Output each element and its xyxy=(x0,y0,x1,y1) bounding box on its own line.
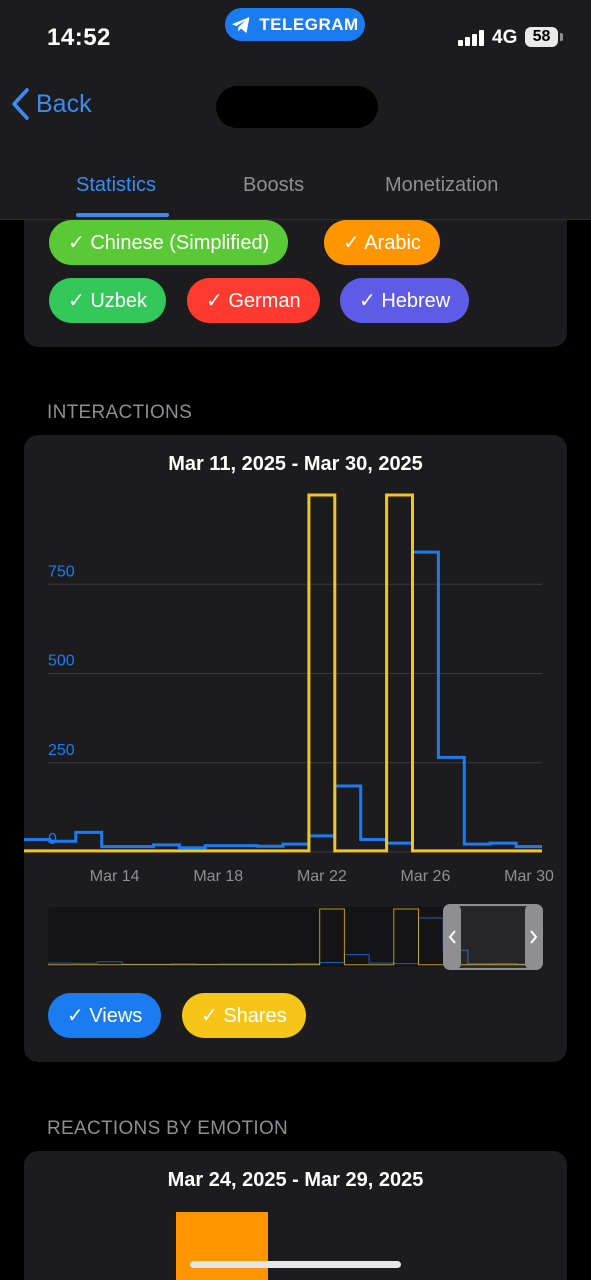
navigation-header: 14:52 TELEGRAM 4G 58 Back Statistics Boo… xyxy=(0,0,591,220)
reaction-bar xyxy=(176,1212,268,1280)
navigator-right-handle[interactable] xyxy=(525,905,542,969)
app-name: TELEGRAM xyxy=(259,14,359,34)
language-chip-german[interactable]: ✓ German xyxy=(187,278,320,323)
series-line-shares xyxy=(24,493,542,853)
home-indicator xyxy=(190,1261,401,1268)
status-bar: 14:52 TELEGRAM 4G 58 xyxy=(0,0,591,70)
signal-icon xyxy=(458,30,484,46)
battery-level: 58 xyxy=(532,28,551,45)
language-chip-hebrew[interactable]: ✓ Hebrew xyxy=(340,278,470,323)
chevron-right-icon xyxy=(530,930,538,944)
interactions-card: Mar 11, 2025 - Mar 30, 2025 0 250 500 750 Ma… xyxy=(24,435,567,1062)
back-label: Back xyxy=(36,89,92,118)
language-chip-chinese[interactable]: ✓ Chinese (Simplified) xyxy=(49,220,289,265)
interactions-chart[interactable]: 0 250 500 750 Mar 14 Mar 18 Mar 22 Mar 26 Mar 30 xyxy=(24,435,567,1062)
return-to-app-pill[interactable]: TELEGRAM xyxy=(225,8,365,41)
x-tick-label: Mar 14 xyxy=(90,868,140,885)
x-tick-label: Mar 18 xyxy=(193,868,243,885)
x-tick-label: Mar 22 xyxy=(297,868,347,885)
languages-card: ✓ Chinese (Simplified) ✓ Arabic ✓ Uzbek … xyxy=(24,196,567,347)
legend-toggle-shares[interactable]: ✓ Shares xyxy=(182,993,306,1038)
language-chip-arabic[interactable]: ✓ Arabic xyxy=(324,220,440,265)
language-chip-uzbek[interactable]: ✓ Uzbek xyxy=(49,278,167,323)
tab-monetization[interactable]: Monetization xyxy=(385,174,499,196)
telegram-icon xyxy=(232,16,250,33)
reactions-card: Mar 24, 2025 - Mar 29, 2025 xyxy=(24,1151,567,1280)
active-tab-indicator xyxy=(76,213,169,217)
y-tick-label: 500 xyxy=(48,653,75,670)
series-line-views xyxy=(24,550,542,850)
navigator-line-shares xyxy=(48,908,542,966)
x-tick-label: Mar 30 xyxy=(504,868,554,885)
battery-icon: 58 xyxy=(525,27,558,47)
network-type: 4G xyxy=(492,27,518,48)
section-title-reactions: REACTIONS BY EMOTION xyxy=(47,1118,289,1139)
navigator-line-views xyxy=(48,917,542,965)
tab-boosts[interactable]: Boosts xyxy=(243,174,305,196)
y-tick-label: 0 xyxy=(48,831,57,848)
redacted-title xyxy=(216,86,378,128)
legend-toggle-views[interactable]: ✓ Views xyxy=(48,993,162,1038)
tab-statistics[interactable]: Statistics xyxy=(76,174,157,196)
status-time: 14:52 xyxy=(47,24,111,51)
x-tick-label: Mar 26 xyxy=(401,868,451,885)
battery-tip xyxy=(560,33,563,41)
chart-date-range: Mar 11, 2025 - Mar 30, 2025 xyxy=(168,453,423,475)
chevron-left-icon xyxy=(448,930,456,944)
tab-bar: Statistics Boosts Monetization xyxy=(0,160,591,220)
chevron-left-icon xyxy=(12,88,29,120)
reactions-date-range: Mar 24, 2025 - Mar 29, 2025 xyxy=(167,1169,424,1191)
section-title-interactions: INTERACTIONS xyxy=(47,402,193,423)
y-tick-label: 750 xyxy=(48,563,75,580)
navigator-left-handle[interactable] xyxy=(444,905,461,969)
back-button[interactable]: Back xyxy=(10,86,92,122)
y-tick-label: 250 xyxy=(48,742,75,759)
